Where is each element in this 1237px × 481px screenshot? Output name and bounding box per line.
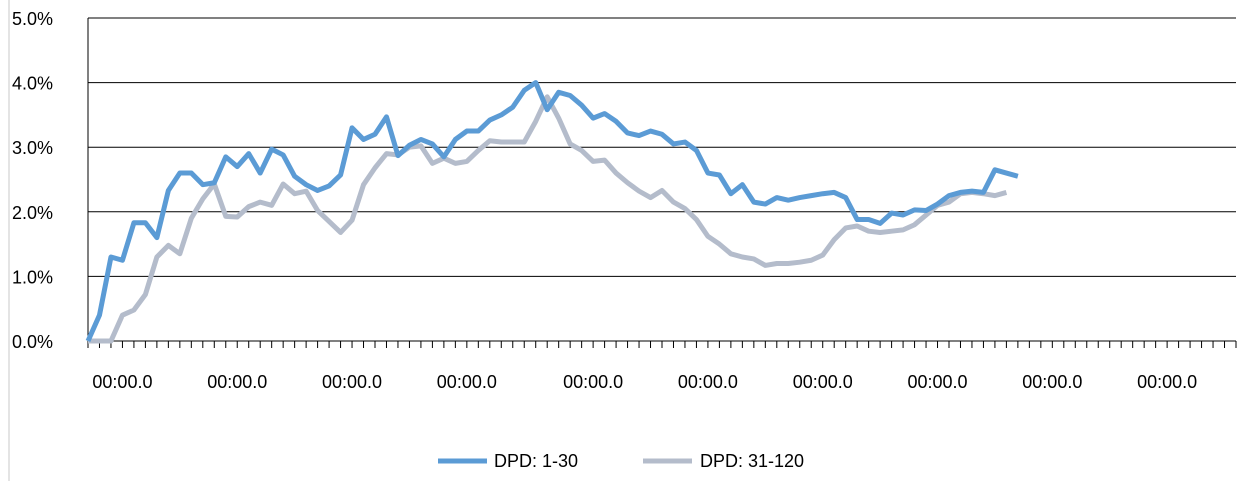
x-tick-label: 00:00.0 (437, 372, 497, 392)
y-tick-label: 5.0% (12, 9, 53, 29)
series-line-1 (85, 80, 1019, 343)
y-tick-label: 1.0% (12, 267, 53, 287)
y-tick-label: 2.0% (12, 203, 53, 223)
x-tick-label: 00:00.0 (1022, 372, 1082, 392)
y-tick-label: 4.0% (12, 74, 53, 94)
legend-label-2: DPD: 31-120 (700, 451, 804, 471)
x-tick-label: 00:00.0 (1137, 372, 1197, 392)
x-tick-label: 00:00.0 (563, 372, 623, 392)
x-tick-label: 00:00.0 (793, 372, 853, 392)
series-line-2 (88, 94, 1008, 344)
x-tick-label: 00:00.0 (322, 372, 382, 392)
x-axis: 00:00.0 00:00.0 00:00.0 00:00.0 00:00.0 00:00… (87, 18, 1237, 392)
legend: DPD: 1-30 DPD: 31-120 (438, 451, 804, 471)
legend-label-1: DPD: 1-30 (494, 451, 578, 471)
gridlines (88, 17, 1236, 277)
x-tick-label: 00:00.0 (907, 372, 967, 392)
x-tick-label: 00:00.0 (92, 372, 152, 392)
x-tick-label: 00:00.0 (678, 372, 738, 392)
y-tick-label: 0.0% (12, 332, 53, 352)
x-tick-label: 00:00.0 (207, 372, 267, 392)
y-axis-labels: 0.0% 1.0% 2.0% 3.0% 4.0% 5.0% (12, 9, 53, 352)
y-tick-label: 3.0% (12, 138, 53, 158)
series-lines (85, 80, 1019, 344)
